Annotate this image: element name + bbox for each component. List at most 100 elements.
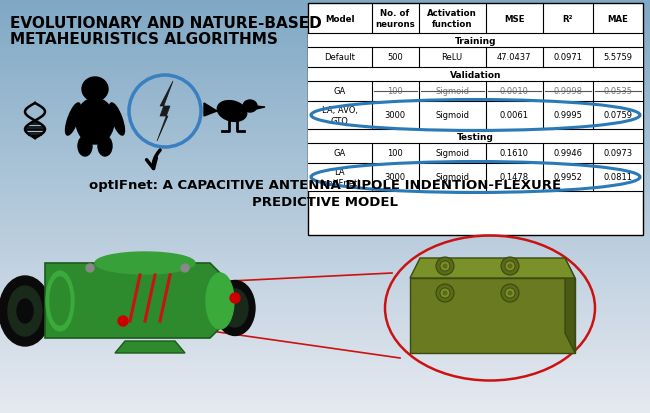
- Bar: [0, 33, 650, 35]
- Bar: [0, 376, 650, 378]
- Bar: [0, 95, 650, 97]
- Bar: [0, 368, 650, 370]
- Text: GA: GA: [333, 149, 346, 158]
- Bar: [0, 29, 650, 31]
- Bar: [0, 122, 650, 124]
- Bar: [0, 101, 650, 103]
- Bar: [0, 211, 650, 213]
- Bar: [0, 229, 650, 231]
- Bar: [308, 144, 643, 164]
- Bar: [0, 314, 650, 316]
- Bar: [0, 363, 650, 366]
- Bar: [0, 99, 650, 101]
- Bar: [0, 403, 650, 405]
- Bar: [0, 223, 650, 225]
- Ellipse shape: [78, 137, 92, 157]
- Bar: [0, 142, 650, 145]
- Polygon shape: [204, 104, 217, 117]
- Bar: [0, 252, 650, 254]
- Bar: [0, 17, 650, 19]
- Text: optIFnet: A CAPACITIVE ANTENNA DIPOLE INDENTION-FLEXURE: optIFnet: A CAPACITIVE ANTENNA DIPOLE IN…: [89, 179, 561, 192]
- Text: 3000: 3000: [385, 111, 406, 120]
- Bar: [0, 93, 650, 95]
- Bar: [0, 304, 650, 306]
- Bar: [0, 190, 650, 192]
- Text: METAHEURISTICS ALGORITHMS: METAHEURISTICS ALGORITHMS: [10, 32, 278, 47]
- Bar: [0, 78, 650, 81]
- Bar: [0, 244, 650, 246]
- Bar: [0, 85, 650, 87]
- Bar: [0, 140, 650, 142]
- Bar: [0, 345, 650, 347]
- Bar: [0, 215, 650, 217]
- Text: Testing: Testing: [457, 132, 494, 141]
- Bar: [0, 149, 650, 151]
- Bar: [0, 87, 650, 89]
- Bar: [0, 91, 650, 93]
- Ellipse shape: [109, 104, 125, 136]
- Ellipse shape: [222, 289, 248, 327]
- Bar: [0, 12, 650, 14]
- Bar: [0, 76, 650, 78]
- Bar: [0, 97, 650, 99]
- Bar: [0, 291, 650, 293]
- Bar: [0, 260, 650, 262]
- Bar: [0, 242, 650, 244]
- Bar: [0, 337, 650, 339]
- Bar: [0, 316, 650, 318]
- Bar: [0, 130, 650, 132]
- Text: Default: Default: [324, 53, 356, 62]
- Bar: [0, 256, 650, 258]
- Bar: [0, 35, 650, 37]
- Bar: [0, 359, 650, 361]
- Bar: [0, 275, 650, 277]
- Bar: [0, 114, 650, 116]
- Bar: [0, 401, 650, 403]
- Bar: [0, 262, 650, 264]
- Bar: [0, 283, 650, 285]
- Ellipse shape: [76, 99, 114, 145]
- Bar: [308, 34, 643, 48]
- Text: Activation
function: Activation function: [427, 9, 477, 28]
- Bar: [0, 285, 650, 287]
- Bar: [0, 39, 650, 41]
- Bar: [0, 8, 650, 10]
- Bar: [0, 45, 650, 47]
- Bar: [0, 268, 650, 271]
- Bar: [0, 384, 650, 386]
- Bar: [0, 378, 650, 380]
- Bar: [0, 382, 650, 384]
- Bar: [0, 171, 650, 173]
- Polygon shape: [115, 341, 185, 353]
- Bar: [0, 25, 650, 27]
- Bar: [0, 351, 650, 353]
- Bar: [0, 60, 650, 62]
- Text: R²: R²: [562, 14, 573, 24]
- Circle shape: [508, 291, 512, 296]
- Bar: [0, 72, 650, 74]
- Bar: [0, 341, 650, 343]
- Bar: [0, 372, 650, 374]
- Text: 0.1610: 0.1610: [499, 149, 528, 158]
- Bar: [308, 130, 643, 144]
- Bar: [0, 231, 650, 233]
- Bar: [0, 281, 650, 283]
- Ellipse shape: [217, 101, 247, 122]
- Ellipse shape: [50, 277, 70, 325]
- Circle shape: [443, 264, 447, 269]
- Circle shape: [230, 293, 240, 303]
- Text: Model: Model: [325, 14, 355, 24]
- Bar: [0, 287, 650, 289]
- Text: 0.9946: 0.9946: [553, 149, 582, 158]
- Bar: [0, 320, 650, 322]
- Text: LA
(optIFnet): LA (optIFnet): [319, 168, 361, 187]
- Bar: [0, 347, 650, 349]
- Polygon shape: [45, 263, 225, 338]
- Circle shape: [436, 284, 454, 302]
- Text: Sigmoid: Sigmoid: [435, 173, 469, 182]
- Bar: [0, 165, 650, 167]
- Circle shape: [86, 264, 94, 272]
- Text: PREDICTIVE MODEL: PREDICTIVE MODEL: [252, 195, 398, 208]
- Bar: [0, 116, 650, 118]
- Text: Sigmoid: Sigmoid: [435, 87, 469, 96]
